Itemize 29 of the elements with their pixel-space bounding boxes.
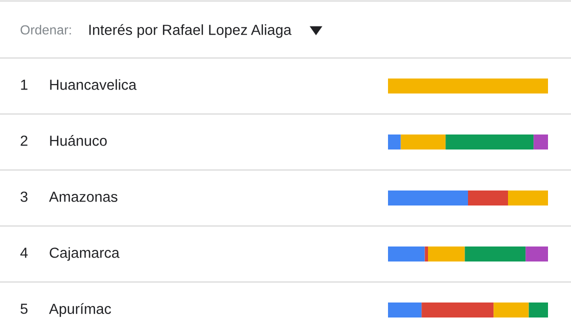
y-tick-label: Cajamarca <box>50 247 120 261</box>
y-tick-label: Apurímac <box>49 303 112 317</box>
bar <box>508 190 548 206</box>
bar <box>388 134 401 150</box>
bar <box>424 246 428 262</box>
text: 1 <box>21 80 28 90</box>
text: 5 <box>20 304 28 314</box>
text: 4 <box>20 248 28 258</box>
text: Ordenar: <box>20 24 71 35</box>
bar <box>446 134 534 150</box>
bar <box>388 78 548 94</box>
text: Interés por Rafael Lopez Aliaga <box>89 24 292 38</box>
text: 2 <box>20 136 28 146</box>
bar <box>468 190 508 206</box>
bar <box>388 190 468 206</box>
bar <box>464 246 526 262</box>
bar <box>534 134 548 150</box>
bar <box>388 302 422 318</box>
bar <box>526 246 548 262</box>
y-tick-label: Huánuco <box>50 135 107 146</box>
bar <box>494 302 529 318</box>
bar <box>388 246 425 262</box>
bar <box>400 134 446 150</box>
y-tick-label: Huancavelica <box>50 79 137 90</box>
bar <box>428 246 465 262</box>
bar <box>528 302 548 318</box>
y-tick-label: Amazonas <box>49 192 118 202</box>
bar <box>422 302 494 318</box>
text: 3 <box>20 192 28 202</box>
